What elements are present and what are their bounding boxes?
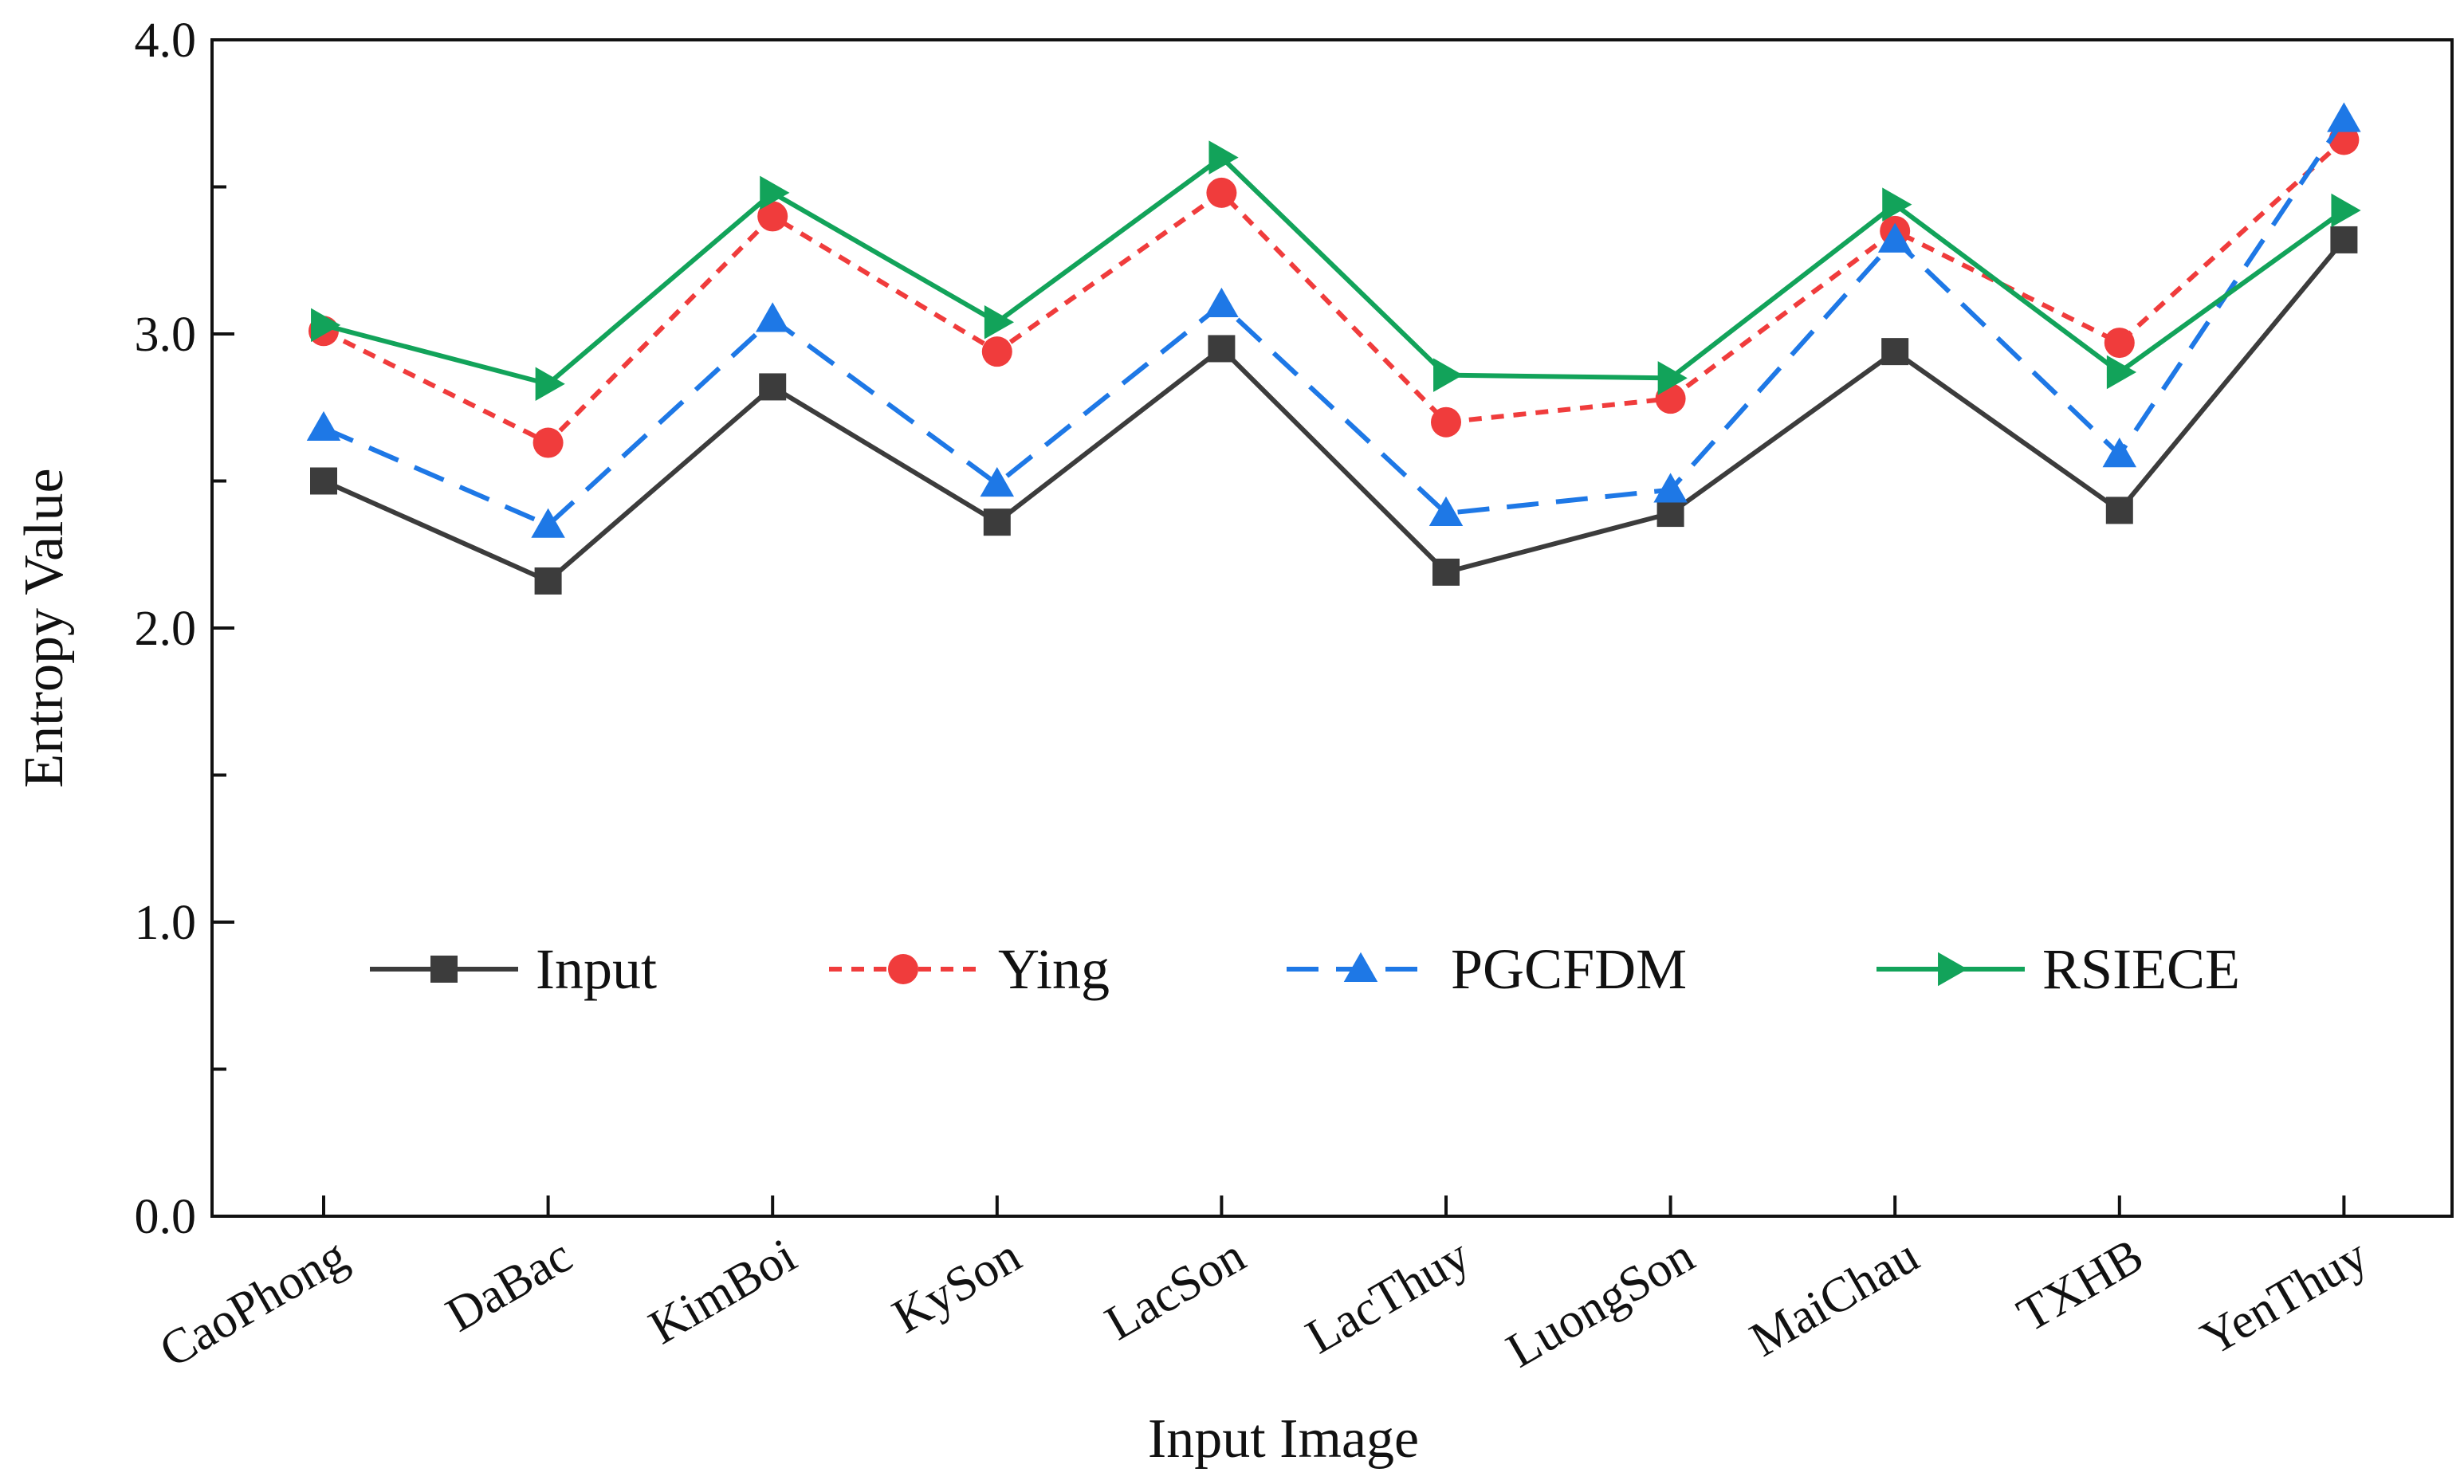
data-point — [757, 201, 788, 232]
legend-item-input: Input — [370, 937, 657, 1001]
data-point — [2105, 497, 2133, 524]
x-tick-label: KySon — [884, 1228, 1030, 1344]
data-point — [2330, 226, 2358, 253]
data-point — [1208, 335, 1236, 363]
legend-marker — [430, 956, 458, 983]
data-point — [2331, 193, 2361, 228]
series-input — [310, 226, 2358, 595]
data-point — [534, 567, 562, 595]
data-point — [2106, 355, 2137, 390]
series-line — [323, 154, 2346, 387]
series-ying — [308, 124, 2360, 458]
data-point — [1433, 358, 1464, 392]
x-axis-title: Input Image — [1148, 1408, 1419, 1470]
series-line — [322, 138, 2346, 446]
x-tick-label: LuongSon — [1498, 1228, 1704, 1378]
legend-marker — [1938, 952, 1968, 987]
data-point — [1657, 361, 1688, 395]
x-tick-label: CaoPhong — [151, 1228, 356, 1378]
legend-label: PGCFDM — [1451, 937, 1687, 1001]
x-tick-label: TXHB — [2009, 1228, 2152, 1342]
data-point — [310, 467, 337, 495]
data-point — [1877, 222, 1912, 253]
legend: Input Ying PGCFDM RSIECE — [370, 937, 2240, 1001]
y-tick-label: 2.0 — [135, 602, 197, 656]
y-tick-label: 3.0 — [135, 308, 197, 362]
data-point — [1431, 406, 1461, 438]
series-pgcfdm — [306, 102, 2361, 538]
data-point — [531, 508, 565, 538]
x-tick-label: DaBac — [438, 1228, 581, 1342]
data-point — [1208, 140, 1239, 175]
legend-item-rsiece: RSIECE — [1876, 937, 2240, 1001]
legend-label: RSIECE — [2042, 937, 2240, 1001]
data-point — [2327, 102, 2361, 132]
data-point — [2102, 438, 2137, 468]
data-point — [1656, 500, 1684, 528]
x-tick-label: MaiChau — [1741, 1228, 1928, 1367]
y-axis-title: Entropy Value — [14, 468, 75, 787]
legend-item-ying: Ying — [829, 937, 1110, 1001]
data-point — [1881, 338, 1909, 366]
data-point — [981, 336, 1012, 367]
y-axis: 0.0 1.0 2.0 3.0 4.0 — [135, 14, 234, 1244]
data-point — [983, 508, 1011, 536]
series-line — [322, 238, 2346, 584]
series-layer — [306, 102, 2361, 595]
data-point — [311, 308, 341, 343]
data-point — [755, 302, 790, 332]
x-axis: CaoPhong DaBac KimBoi KySon LacSon LacThuy Luo… — [151, 1195, 2376, 1378]
legend-item-pgcfdm: PGCFDM — [1287, 937, 1687, 1001]
data-point — [980, 466, 1015, 497]
legend-marker — [888, 954, 918, 984]
data-point — [1432, 558, 1460, 586]
legend-marker — [1343, 952, 1378, 982]
data-point — [1206, 177, 1237, 208]
series-rsiece — [311, 140, 2361, 401]
data-point — [306, 410, 341, 442]
legend-label: Ying — [998, 937, 1110, 1001]
data-point — [2104, 328, 2135, 359]
data-point — [760, 175, 790, 210]
series-line — [322, 117, 2346, 528]
data-point — [535, 367, 565, 401]
legend-label: Input — [536, 937, 657, 1001]
x-tick-label: LacSon — [1096, 1228, 1254, 1351]
x-tick-label: KimBoi — [640, 1228, 805, 1355]
y-tick-label: 4.0 — [135, 14, 197, 68]
data-point — [1428, 496, 1464, 527]
x-tick-label: LacThuy — [1297, 1228, 1479, 1364]
y-tick-label: 1.0 — [135, 896, 197, 950]
data-point — [1653, 473, 1688, 503]
data-point — [984, 304, 1015, 340]
data-point — [532, 427, 564, 458]
plot-frame — [210, 38, 2454, 1218]
x-tick-label: YenThuy — [2192, 1228, 2376, 1366]
data-point — [759, 373, 787, 401]
data-point — [1204, 287, 1239, 318]
data-point — [1882, 187, 1912, 222]
y-tick-label: 0.0 — [135, 1190, 197, 1244]
